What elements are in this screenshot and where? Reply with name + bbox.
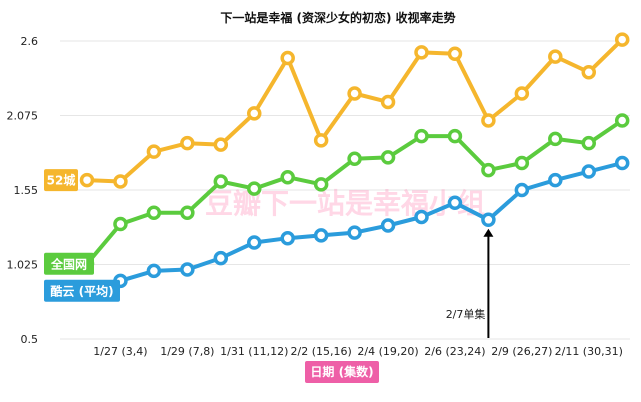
data-point	[213, 174, 229, 189]
data-point	[548, 172, 563, 188]
data-point	[380, 94, 396, 110]
x-tick-label: 2/9 (26,27)	[491, 345, 552, 358]
x-tick-label: 2/6 (23,24)	[424, 345, 485, 358]
data-point	[581, 164, 596, 179]
data-point	[447, 195, 463, 211]
data-point	[614, 32, 630, 47]
data-point	[79, 172, 95, 188]
data-point	[614, 155, 630, 171]
data-point	[481, 113, 496, 128]
data-point	[614, 113, 630, 128]
y-tick-label: 1.55	[14, 184, 39, 197]
series-label-background	[44, 169, 78, 192]
series-layer	[79, 32, 630, 299]
data-point	[180, 135, 195, 151]
x-axis: 1/27 (3,4) 1/29 (7,8) 1/31 (11,12) 2/2 (15,…	[93, 345, 623, 358]
data-point	[113, 216, 128, 232]
series-label: 52城	[47, 173, 76, 188]
x-axis-label: 日期 (集数)	[310, 364, 373, 379]
data-point	[280, 50, 295, 66]
annotation-label: 2/7单集	[446, 307, 486, 321]
data-point	[514, 155, 530, 171]
x-axis-label-background	[305, 361, 379, 383]
series-0	[79, 32, 630, 189]
y-tick-label: 1.025	[7, 259, 39, 272]
data-point	[380, 150, 396, 165]
x-tick-label: 2/2 (15,16)	[291, 345, 352, 358]
data-point	[247, 106, 262, 121]
data-point	[180, 262, 195, 277]
series-2	[79, 155, 630, 299]
x-tick-label: 2/11 (30,31)	[555, 345, 623, 358]
data-point	[347, 86, 362, 101]
series-label: 全国网	[50, 256, 87, 271]
data-point	[313, 228, 329, 243]
data-point	[548, 131, 563, 147]
data-point	[447, 46, 463, 62]
data-point	[347, 225, 362, 240]
data-point	[548, 49, 563, 64]
data-point	[514, 182, 530, 198]
series-label-background	[44, 279, 120, 302]
y-tick-label: 2.6	[21, 35, 39, 48]
x-tick-label: 1/27 (3,4)	[93, 345, 147, 358]
y-tick-label: 0.5	[21, 333, 39, 346]
data-point	[380, 218, 396, 233]
data-point	[213, 250, 229, 266]
data-point	[414, 209, 429, 225]
data-point	[247, 235, 262, 250]
data-point	[514, 86, 530, 101]
data-point	[280, 230, 295, 246]
data-point	[581, 135, 596, 151]
x-tick-label: 1/31 (11,12)	[220, 345, 288, 358]
data-point	[146, 205, 162, 220]
data-point	[180, 205, 195, 220]
annotation-arrow-head	[483, 228, 494, 237]
y-axis: 0.5 1.025 1.55 2.075 2.6	[7, 35, 39, 346]
data-point	[414, 45, 429, 60]
data-point	[247, 181, 262, 196]
data-point	[113, 174, 128, 189]
data-point	[414, 128, 429, 144]
data-point	[146, 144, 162, 159]
y-tick-label: 2.075	[7, 110, 39, 123]
data-point	[280, 169, 295, 185]
data-point	[481, 162, 496, 178]
series-label: 酷云 (平均)	[50, 283, 113, 298]
x-tick-label: 1/29 (7,8)	[160, 345, 214, 358]
x-axis-label-box: 日期 (集数)	[305, 361, 379, 383]
data-point	[347, 151, 362, 167]
chart-title: 下一站是幸福 (资深少女的初恋) 收视率走势	[220, 10, 455, 25]
data-point	[313, 133, 329, 148]
data-point	[313, 177, 329, 192]
data-point	[213, 137, 229, 152]
data-point	[146, 263, 162, 279]
data-point	[447, 128, 463, 144]
series-label-background	[44, 252, 94, 275]
annotation-layer: 2/7单集	[446, 228, 494, 338]
x-tick-label: 2/4 (19,20)	[357, 345, 418, 358]
data-point	[581, 64, 596, 80]
watermark: 豆瓣下一站是幸福小组	[205, 187, 485, 220]
data-point	[481, 212, 496, 228]
